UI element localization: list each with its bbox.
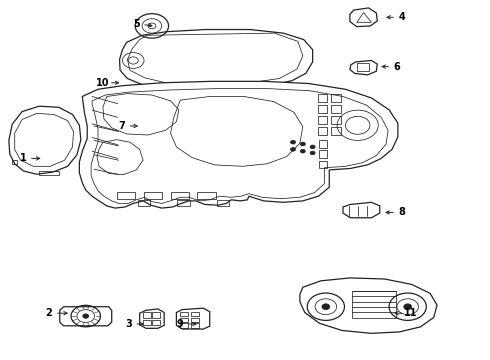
Bar [154,85,174,91]
Bar [217,200,229,206]
Bar [143,320,151,325]
Text: 8: 8 [398,207,405,217]
Text: 4: 4 [398,12,405,22]
Bar [191,318,199,322]
Polygon shape [300,278,437,333]
Bar [331,127,341,135]
Bar [230,85,251,91]
Text: 9: 9 [177,319,184,329]
Circle shape [291,140,295,144]
Bar [331,116,341,124]
Bar [128,85,149,91]
Bar [152,312,160,318]
Bar [12,160,17,164]
Bar [318,105,327,113]
Bar [152,320,160,325]
Text: 3: 3 [125,319,132,329]
Circle shape [300,142,305,146]
Circle shape [300,149,305,153]
Bar [318,127,327,135]
Text: 1: 1 [20,153,26,163]
Bar [256,85,276,91]
Bar [318,150,327,158]
Bar [191,323,199,328]
Bar [143,312,151,318]
Bar [179,85,200,91]
Bar [177,200,190,206]
Text: 7: 7 [118,121,125,131]
Bar [144,192,162,199]
Text: 5: 5 [133,19,140,30]
Bar [357,63,369,71]
Bar [197,192,216,199]
Bar [117,192,135,199]
Bar [318,161,327,168]
Bar [138,200,150,206]
Bar [171,192,189,199]
Circle shape [291,148,295,151]
Circle shape [322,304,330,310]
Text: 6: 6 [393,62,400,72]
Text: 2: 2 [46,308,52,318]
Bar [318,140,327,148]
Bar [205,85,225,91]
Polygon shape [79,81,398,208]
Bar [180,312,188,316]
Bar [318,116,327,124]
Text: 11: 11 [404,308,417,318]
Bar [331,94,341,102]
Bar [180,318,188,322]
Bar [331,105,341,113]
Circle shape [404,304,412,310]
Bar [39,171,59,175]
Circle shape [83,314,89,318]
Bar [318,94,327,102]
Circle shape [310,145,315,149]
Circle shape [310,151,315,155]
Bar [180,323,188,328]
Bar [191,312,199,316]
Text: 10: 10 [96,78,110,88]
Bar [136,120,153,130]
Bar [352,291,396,318]
